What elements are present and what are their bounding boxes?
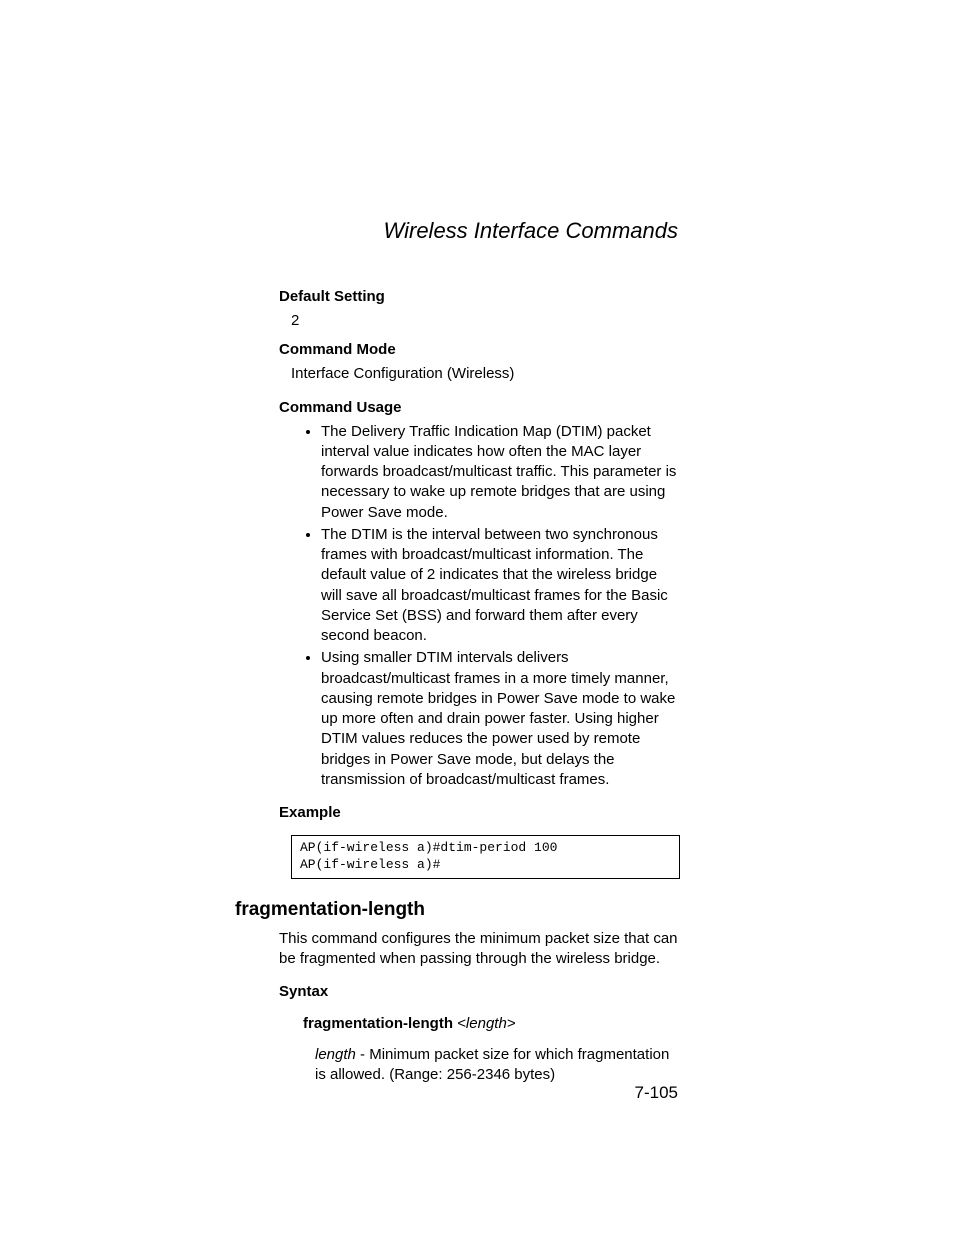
command-mode-text: Interface Configuration (Wireless) — [291, 364, 680, 384]
default-setting-value: 2 — [291, 311, 680, 331]
param-name: length — [315, 1046, 356, 1063]
param-text: Minimum packet size for which fragmentat… — [315, 1046, 669, 1083]
example-heading: Example — [279, 804, 680, 821]
default-setting-heading: Default Setting — [279, 288, 680, 305]
fragmentation-description: This command configures the minimum pack… — [279, 929, 680, 970]
usage-bullet: The Delivery Traffic Indication Map (DTI… — [321, 422, 680, 523]
command-usage-list: The Delivery Traffic Indication Map (DTI… — [291, 422, 680, 791]
syntax-argument: <length> — [457, 1015, 515, 1032]
syntax-line: fragmentation-length <length> — [303, 1014, 680, 1034]
usage-bullet: The DTIM is the interval between two syn… — [321, 525, 680, 647]
fragmentation-length-title: fragmentation-length — [235, 899, 680, 921]
page-number: 7-105 — [635, 1083, 678, 1103]
param-separator: - — [356, 1046, 369, 1063]
syntax-command: fragmentation-length — [303, 1015, 453, 1032]
example-code: AP(if-wireless a)#dtim-period 100 AP(if-… — [291, 835, 680, 879]
syntax-heading: Syntax — [279, 983, 680, 1000]
param-description: length - Minimum packet size for which f… — [315, 1045, 680, 1086]
command-mode-heading: Command Mode — [279, 341, 680, 358]
command-usage-heading: Command Usage — [279, 399, 680, 416]
chapter-title: Wireless Interface Commands — [235, 218, 680, 244]
usage-bullet: Using smaller DTIM intervals delivers br… — [321, 648, 680, 790]
